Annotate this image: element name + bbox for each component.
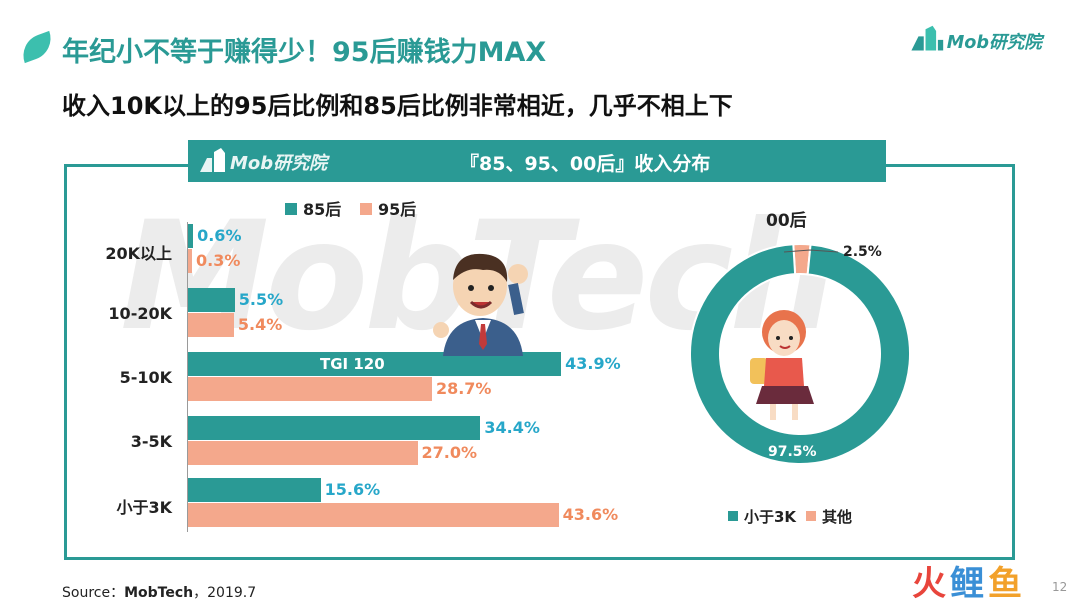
brand-char: 火 (912, 564, 950, 604)
pie-legend-swatch-other (806, 510, 816, 521)
logo-text: Mob研究院 (947, 32, 1046, 53)
bar-95 (188, 503, 559, 527)
building-icon (911, 25, 944, 51)
page-subtitle: 收入10K以上的95后比例和85后比例非常相近，几乎不相上下 (62, 92, 733, 120)
pie-legend-item-other: 其他 (806, 506, 852, 527)
legend-label-85: 85后 (303, 200, 342, 219)
pie-legend-label-other: 其他 (822, 508, 853, 526)
source-note: Source：MobTech，2019.7 (62, 582, 256, 602)
legend-label-95: 95后 (378, 200, 417, 219)
bar-value-label: 43.9% (565, 354, 621, 373)
header-logo: Mob研究院 (200, 148, 330, 174)
leaf-decoration-icon (17, 30, 57, 64)
chart-title: 『85、95、00后』收入分布 (460, 153, 711, 175)
page-title: 年纪小不等于赚得少！95后赚钱力MAX (62, 37, 547, 68)
bar-value-label: 5.4% (237, 315, 283, 334)
bar-85 (188, 416, 481, 440)
bar-85 (188, 224, 194, 248)
bar-95 (188, 441, 418, 465)
bar-85 (188, 352, 562, 376)
brand-char: 鱼 (988, 564, 1026, 604)
page-number: 12 (1052, 580, 1068, 594)
mob-logo: Mob研究院 (911, 25, 1046, 53)
pie-label-main: 97.5% (768, 444, 817, 460)
bar-value-label: 27.0% (421, 443, 478, 462)
bar-85 (188, 478, 321, 502)
building-icon (200, 148, 225, 172)
bar-85 (188, 288, 235, 312)
bar-value-label: 0.6% (197, 226, 242, 245)
bar-value-label: 0.3% (196, 251, 241, 270)
pie-legend-label-lt3k: 小于3K (744, 508, 797, 526)
pie-legend-swatch-lt3k (728, 510, 738, 521)
schoolgirl-illustration (750, 310, 814, 420)
source-name: MobTech (124, 585, 194, 601)
donut-slice-lt3k (689, 243, 911, 465)
bar-value-label: 28.7% (435, 379, 492, 398)
header-logo-text: Mob研究院 (230, 153, 330, 174)
source-date: ，2019.7 (193, 585, 257, 601)
bar-value-label: 5.5% (238, 290, 284, 309)
donut-chart (689, 243, 911, 465)
legend-swatch-85 (285, 202, 297, 215)
bar-value-label: 15.6% (324, 480, 381, 499)
brand-watermark: 火鲤鱼 (912, 556, 1026, 605)
bar-axis-line (187, 222, 188, 532)
category-label: 10-20K (108, 304, 172, 323)
category-label: 5-10K (119, 368, 172, 387)
tgi-annotation: TGI 120 (320, 355, 385, 373)
legend-swatch-95 (360, 202, 372, 215)
bar-95 (188, 377, 432, 401)
donut-title: 00后 (766, 211, 807, 231)
bar-value-label: 43.6% (562, 505, 619, 524)
source-label: Source： (62, 585, 125, 601)
pie-leader-line (783, 249, 839, 253)
brand-char: 鲤 (950, 564, 988, 604)
category-label: 20K以上 (105, 244, 172, 263)
pie-legend-item-lt3k: 小于3K (728, 506, 796, 527)
bar-value-label: 34.4% (484, 418, 540, 437)
businessman-illustration (433, 253, 528, 356)
pie-label-other: 2.5% (843, 244, 882, 260)
legend-item-85: 85后 (285, 196, 341, 220)
bar-95 (188, 249, 192, 273)
category-label: 3-5K (130, 432, 172, 451)
bar-95 (188, 313, 234, 337)
chart-header-band (188, 140, 886, 182)
category-label: 小于3K (116, 498, 172, 517)
legend-item-95: 95后 (360, 196, 416, 220)
